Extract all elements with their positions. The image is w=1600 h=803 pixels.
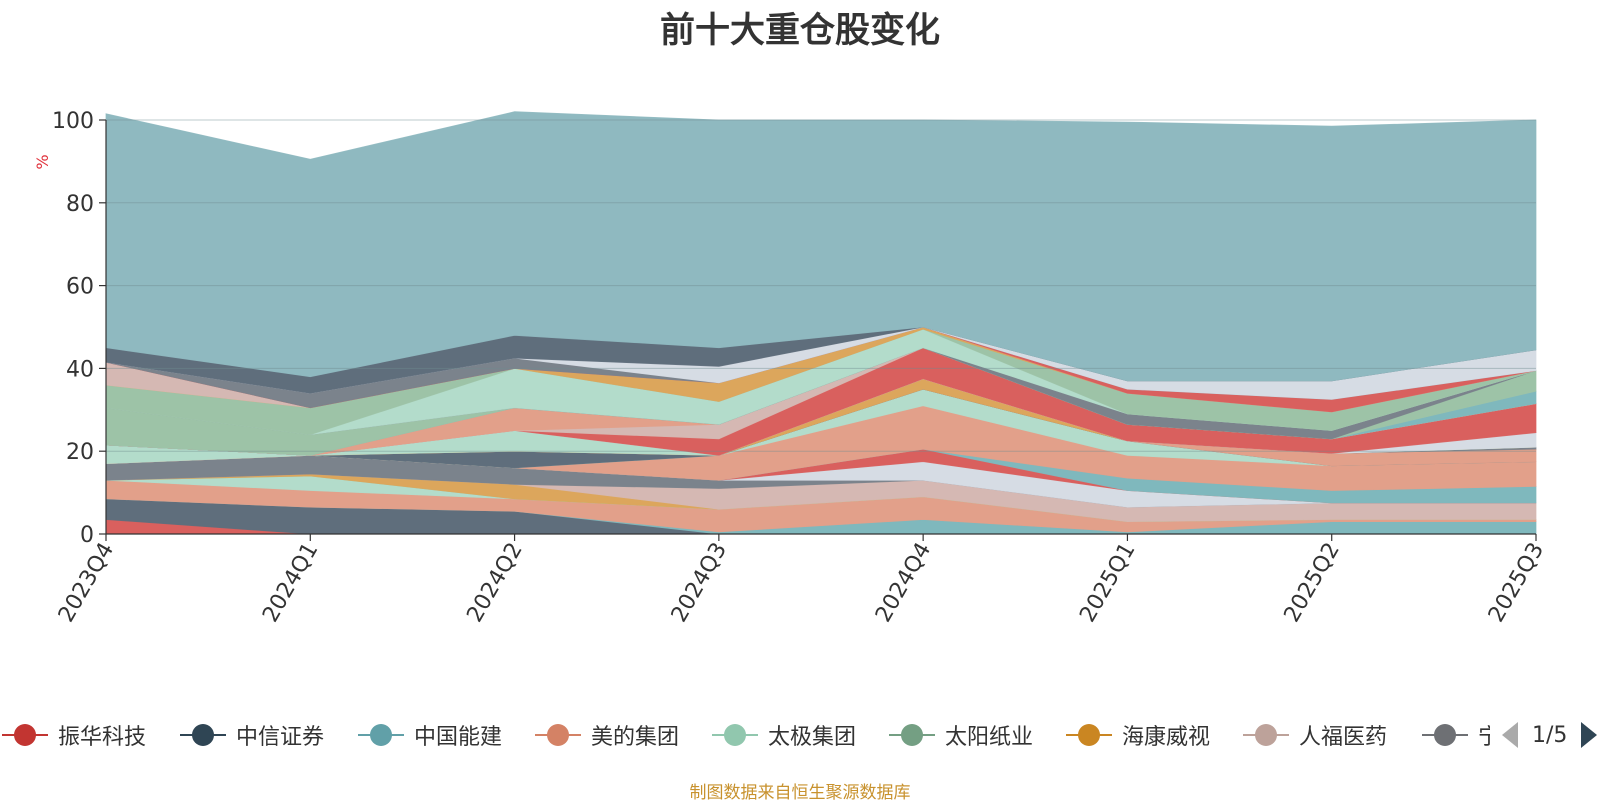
legend-marker-icon bbox=[889, 724, 935, 746]
legend: 振华科技 中信证券 中国能建 美的集团 太极集团 太阳纸业 海康威视 人福医药 宁 bbox=[0, 710, 1490, 760]
legend-marker-icon bbox=[180, 724, 226, 746]
legend-marker-icon bbox=[2, 724, 48, 746]
legend-label: 人福医药 bbox=[1299, 725, 1388, 750]
y-tick-label: 0 bbox=[80, 523, 94, 548]
x-tick-label: 2025Q3 bbox=[1484, 539, 1549, 627]
y-tick-label: 80 bbox=[66, 192, 94, 217]
legend-label: 太阳纸业 bbox=[945, 725, 1034, 750]
x-tick-label: 2024Q2 bbox=[462, 539, 527, 627]
legend-label: 宁 bbox=[1478, 725, 1490, 750]
x-tick-label: 2024Q1 bbox=[258, 539, 323, 627]
legend-marker-icon bbox=[535, 724, 581, 746]
x-tick-label: 2023Q4 bbox=[54, 539, 119, 627]
legend-label: 海康威视 bbox=[1122, 725, 1211, 750]
x-tick-label: 2025Q1 bbox=[1075, 539, 1140, 627]
chart-title: 前十大重仓股变化 bbox=[659, 11, 940, 51]
x-tick-label: 2025Q2 bbox=[1280, 539, 1345, 627]
areas-layer bbox=[105, 111, 1537, 535]
legend-item[interactable]: 太极集团 bbox=[710, 710, 856, 760]
legend-item[interactable]: 海康威视 bbox=[1064, 710, 1210, 760]
y-tick-label: 60 bbox=[66, 275, 94, 300]
legend-page-indicator: 1/5 bbox=[1532, 722, 1568, 748]
gridlines bbox=[106, 119, 1536, 452]
legend-item[interactable]: 振华科技 bbox=[0, 710, 146, 760]
legend-item[interactable]: 宁 bbox=[1420, 710, 1490, 760]
y-tick-label: 100 bbox=[52, 109, 94, 134]
legend-next-arrow-icon[interactable] bbox=[1579, 720, 1599, 750]
legend-item[interactable]: 美的集团 bbox=[533, 710, 679, 760]
legend-label: 中国能建 bbox=[414, 725, 503, 750]
legend-item[interactable]: 太阳纸业 bbox=[887, 710, 1033, 760]
legend-marker-icon bbox=[1422, 724, 1468, 746]
y-axis-unit-label: % bbox=[33, 154, 52, 169]
legend-label: 美的集团 bbox=[591, 725, 680, 750]
legend-marker-icon bbox=[1243, 724, 1289, 746]
legend-pager: 1/5 bbox=[1500, 718, 1599, 752]
legend-item[interactable]: 中信证券 bbox=[178, 710, 324, 760]
legend-label: 中信证券 bbox=[236, 725, 325, 750]
x-tick-label: 2024Q3 bbox=[667, 539, 732, 627]
x-tick-label: 2024Q4 bbox=[871, 539, 936, 627]
legend-marker-icon bbox=[358, 724, 404, 746]
legend-marker-icon bbox=[712, 724, 758, 746]
legend-label: 太极集团 bbox=[768, 725, 857, 750]
legend-prev-arrow-icon[interactable] bbox=[1500, 720, 1520, 750]
legend-marker-icon bbox=[1066, 724, 1112, 746]
y-tick-label: 20 bbox=[66, 440, 94, 465]
legend-label: 振华科技 bbox=[58, 725, 147, 750]
area-series-35 bbox=[105, 111, 1537, 382]
y-tick-label: 40 bbox=[66, 357, 94, 382]
legend-item[interactable]: 中国能建 bbox=[356, 710, 502, 760]
stacked-area-chart: 0 20 40 60 80 100 2023Q4 2024Q1 2024Q2 2024Q3 2024… bbox=[33, 109, 1549, 627]
legend-item[interactable]: 人福医药 bbox=[1241, 710, 1387, 760]
source-note: 制图数据来自恒生聚源数据库 bbox=[689, 783, 911, 803]
